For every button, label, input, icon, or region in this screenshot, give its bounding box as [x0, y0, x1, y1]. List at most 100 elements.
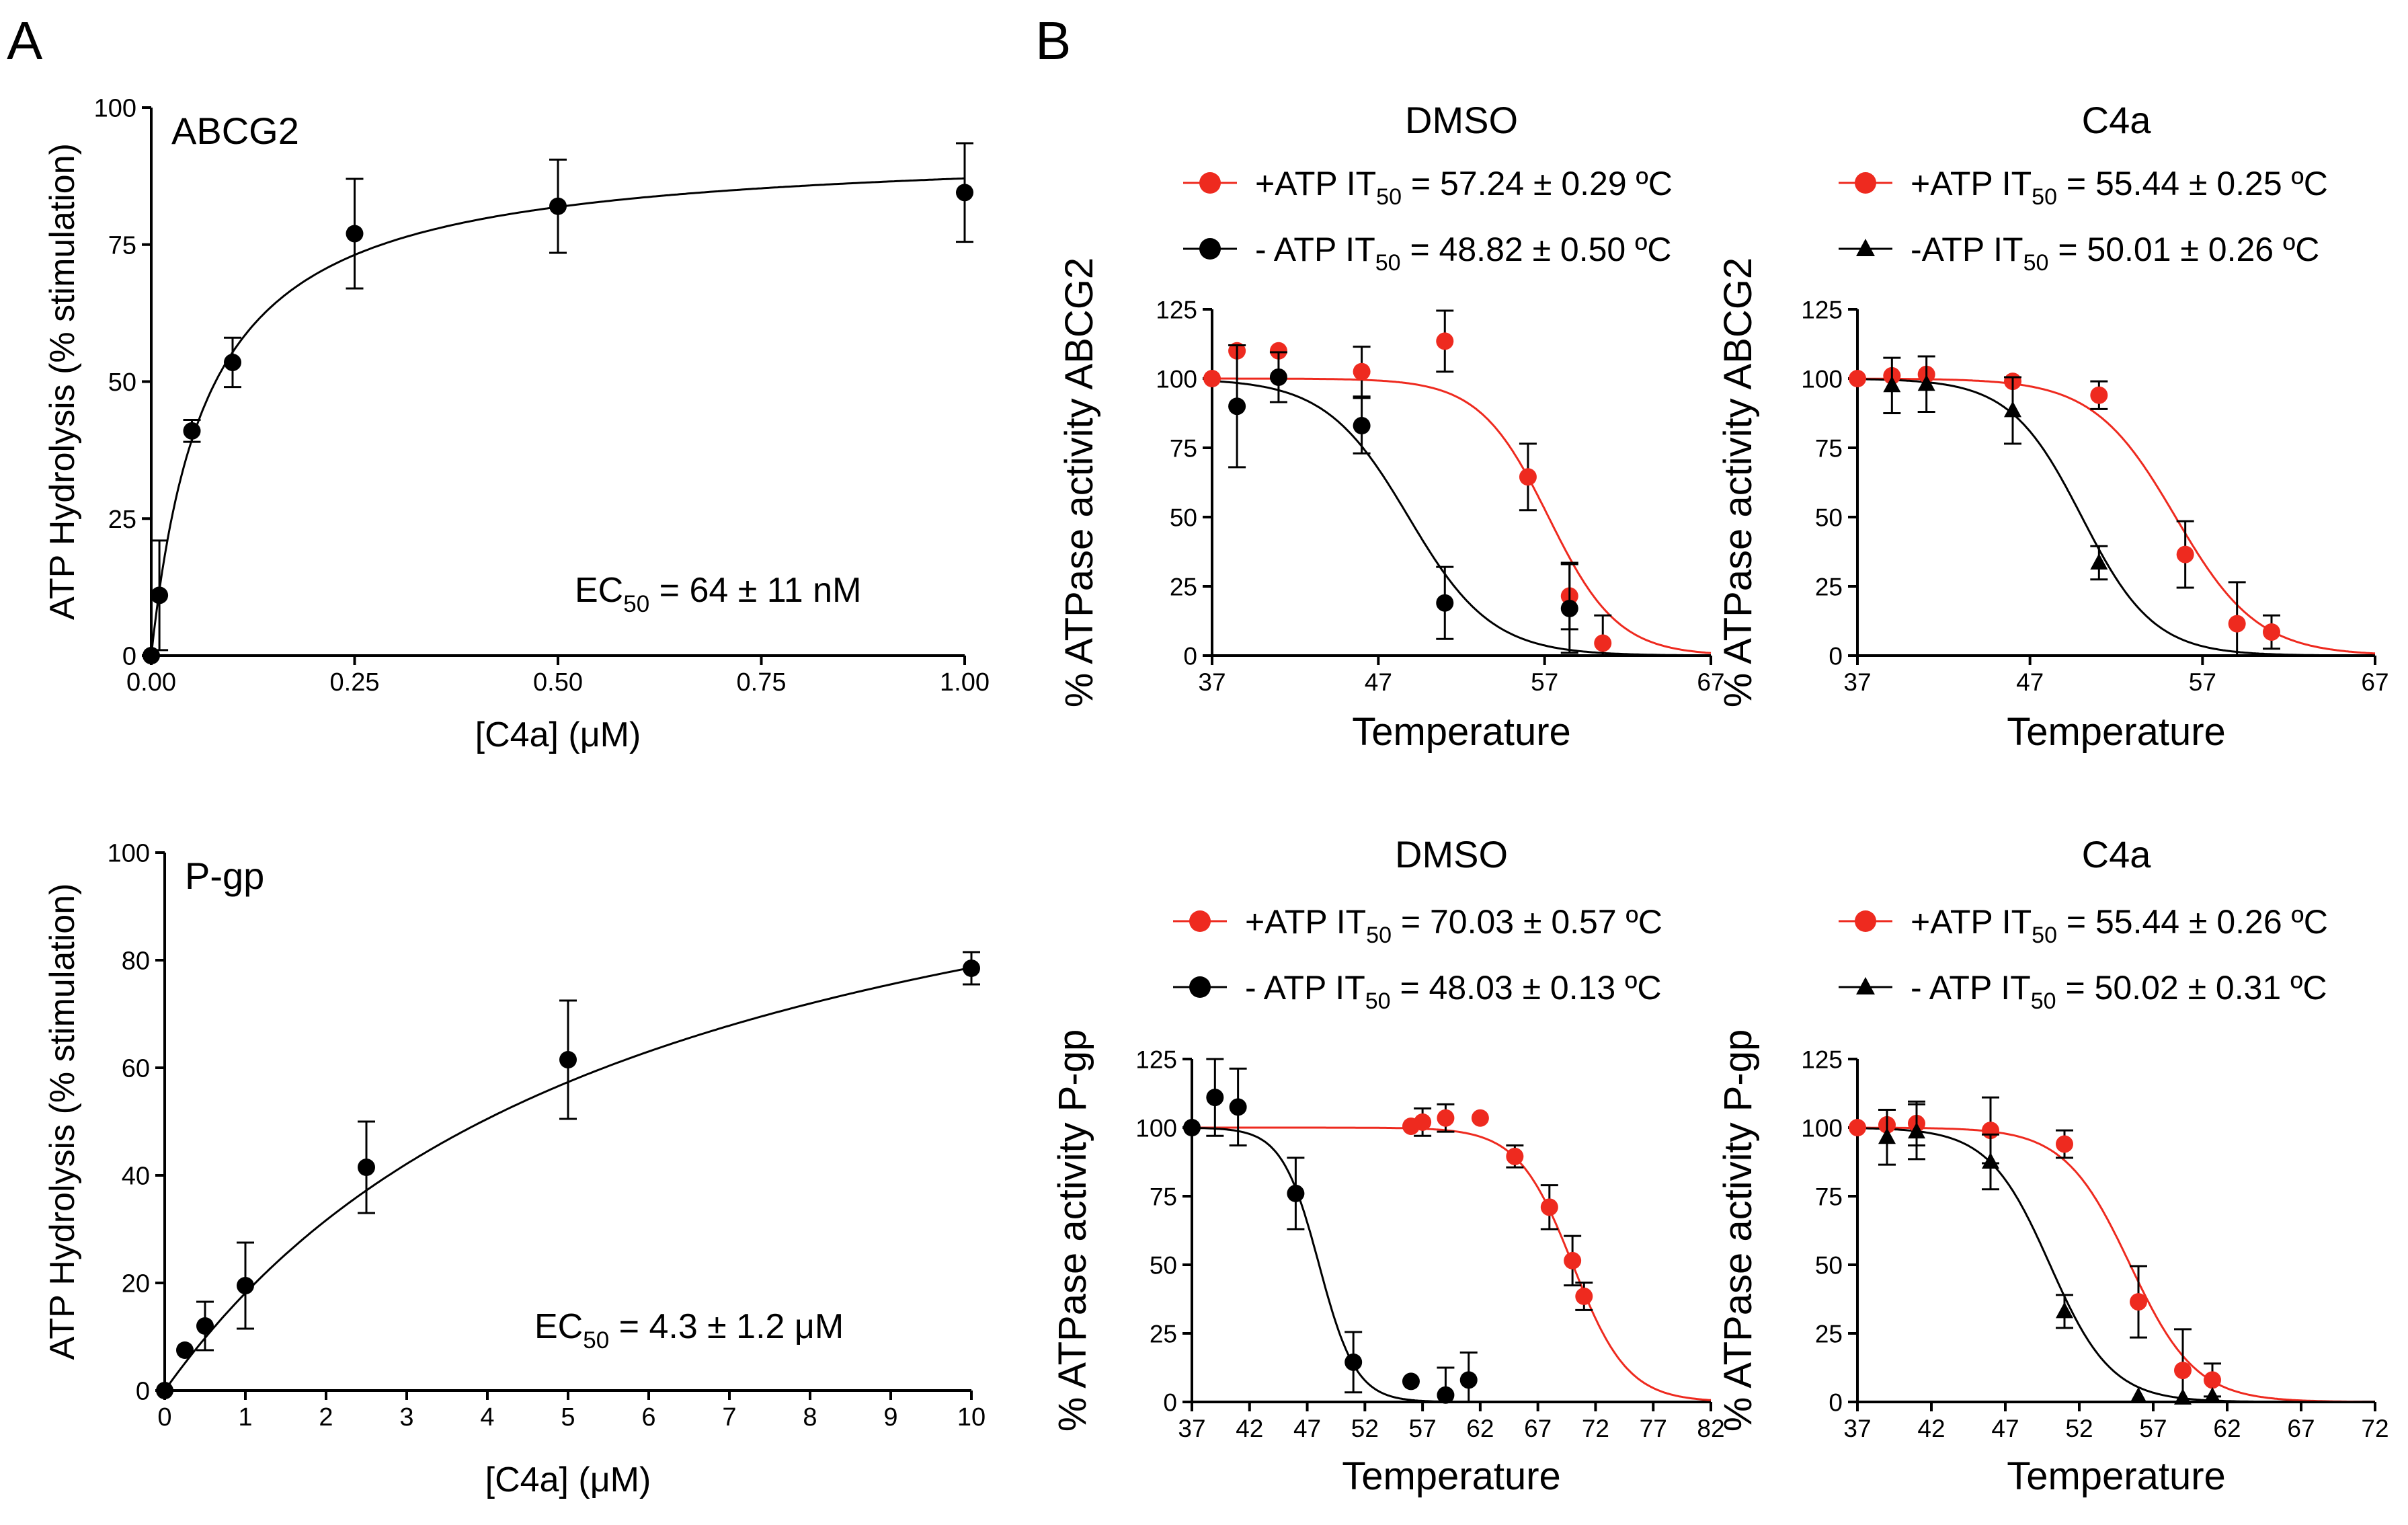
- x-tick-label: 0.75: [737, 668, 787, 697]
- y-tick-label: 100: [1135, 1114, 1177, 1142]
- legend-label: - ATP IT50 = 50.02 ± 0.31 ºC: [1911, 969, 2327, 1014]
- x-tick-label: 47: [2016, 668, 2044, 696]
- data-point-atp: [1229, 1098, 1247, 1116]
- y-tick-label: 25: [1815, 573, 1843, 600]
- y-tick-label: 75: [1150, 1183, 1177, 1210]
- y-tick-label: 0: [1829, 642, 1843, 670]
- data-point-atp: [2204, 1371, 2221, 1389]
- x-tick-label: 77: [1640, 1415, 1667, 1442]
- data-point-atp: [1402, 1372, 1420, 1391]
- data-point-atp: [1519, 468, 1537, 486]
- x-tick-label: 37: [1843, 1415, 1871, 1442]
- x-axis-label: Temperature: [1352, 710, 1571, 754]
- panel-label-a: A: [7, 11, 43, 71]
- data-point-atp: [1560, 599, 1578, 617]
- x-axis-label: Temperature: [1342, 1454, 1561, 1498]
- data-point-atp: [1269, 342, 1287, 360]
- y-axis-label: % ATPase activity P-gp: [1716, 1029, 1760, 1432]
- legend-entry-atp: -ATP IT50 = 50.01 ± 0.26 ºC: [1839, 231, 2319, 276]
- y-axis-label: ATP Hydrolysis (% stimulation): [43, 143, 82, 620]
- data-point-pgp: [358, 1159, 375, 1176]
- y-axis-label: ATP Hydrolysis (% stimulation): [43, 884, 82, 1360]
- fit-curve-atp: [1857, 1126, 2375, 1403]
- y-tick-label: 125: [1135, 1046, 1177, 1073]
- y-tick-label: 75: [108, 231, 136, 260]
- legend-entry-atp: - ATP IT50 = 48.03 ± 0.13 ºC: [1173, 969, 1661, 1014]
- data-point-abcg: [346, 225, 364, 243]
- fit-curve-atp: [1191, 1126, 1711, 1403]
- y-tick-label: 0: [1829, 1389, 1843, 1416]
- x-tick-label: 10: [957, 1403, 986, 1432]
- data-point-abcg: [143, 647, 160, 664]
- data-point-atp: [1540, 1198, 1558, 1216]
- y-tick-label: 80: [122, 947, 150, 976]
- y-tick-label: 50: [108, 368, 136, 397]
- chart-title: C4a: [2082, 833, 2152, 875]
- y-tick-label: 20: [122, 1270, 150, 1298]
- data-point-atp: [1908, 1122, 1925, 1139]
- data-point-atp: [1459, 1371, 1478, 1389]
- y-axis-label: % ATPase activity ABCG2: [1716, 258, 1760, 707]
- x-tick-label: 57: [1531, 668, 1558, 696]
- y-tick-label: 50: [1170, 504, 1197, 531]
- x-tick-label: 42: [1236, 1415, 1263, 1442]
- data-point-atp: [1506, 1147, 1524, 1165]
- y-tick-label: 0: [122, 643, 136, 671]
- y-tick-label: 125: [1156, 296, 1197, 323]
- data-point-pgp: [176, 1341, 194, 1359]
- x-tick-label: 1: [238, 1403, 252, 1432]
- fit-curve-atp: [1212, 377, 1712, 654]
- y-axis-label: % ATPase activity ABCG2: [1057, 258, 1101, 707]
- data-point-atp: [1269, 368, 1287, 386]
- chart-title: DMSO: [1395, 833, 1508, 875]
- chart-b4: 0 25 50 75 100 125 37 42 47 52 57 62 67 72 Temperature…: [1716, 833, 2389, 1498]
- data-point-atp: [1849, 370, 1866, 387]
- data-point-atp: [1353, 362, 1371, 381]
- x-axis-label: [C4a] (μM): [475, 715, 641, 754]
- x-axis-label: Temperature: [2007, 1454, 2226, 1498]
- legend-entry-atp: +ATP IT50 = 57.24 ± 0.29 ºC: [1183, 165, 1673, 210]
- legend-marker: [1199, 238, 1221, 260]
- data-point-atp: [1471, 1109, 1489, 1127]
- y-tick-label: 125: [1801, 1046, 1843, 1073]
- chart-a1: 0 25 50 75 100 0.00 0.25 0.50 0.75 1.00 [C4a] (μM)…: [43, 95, 990, 754]
- x-tick-label: 57: [1409, 1415, 1437, 1442]
- legend-label: - ATP IT50 = 48.03 ± 0.13 ºC: [1245, 969, 1661, 1014]
- x-tick-label: 2: [319, 1403, 333, 1432]
- x-tick-label: 0.00: [126, 668, 176, 697]
- panel-sublabel: ABCG2: [171, 110, 299, 152]
- x-tick-label: 62: [1466, 1415, 1494, 1442]
- panel-label-b: B: [1035, 11, 1071, 71]
- data-point-abcg: [151, 586, 169, 604]
- x-tick-label: 67: [2361, 668, 2389, 696]
- y-axis-label: % ATPase activity P-gp: [1051, 1029, 1094, 1432]
- y-tick-label: 125: [1801, 296, 1843, 323]
- data-point-atp: [2174, 1362, 2192, 1380]
- data-point-atp: [1183, 1119, 1201, 1136]
- panel-sublabel: P-gp: [185, 855, 264, 897]
- y-tick-label: 100: [108, 840, 150, 868]
- legend-label: -ATP IT50 = 50.01 ± 0.26 ºC: [1911, 231, 2319, 276]
- x-tick-label: 67: [1697, 668, 1724, 696]
- chart-b1: 0 25 50 75 100 125 37 47 57 67 Temperature % ATPase…: [1057, 99, 1725, 754]
- data-point-atp: [1982, 1152, 1999, 1169]
- data-point-atp: [1414, 1113, 1432, 1131]
- x-tick-label: 7: [722, 1403, 736, 1432]
- ec50-annotation: EC50 = 4.3 ± 1.2 μM: [534, 1307, 844, 1354]
- data-point-pgp: [156, 1382, 173, 1399]
- x-tick-label: 9: [883, 1403, 897, 1432]
- data-point-atp: [1437, 1109, 1455, 1127]
- y-tick-label: 50: [1815, 504, 1843, 531]
- y-tick-label: 100: [1801, 365, 1843, 393]
- fit-curve-atp: [1192, 1126, 1712, 1401]
- x-tick-label: 57: [2139, 1415, 2167, 1442]
- x-tick-label: 67: [1524, 1415, 1552, 1442]
- x-tick-label: 0.25: [330, 668, 380, 697]
- legend-marker: [1856, 239, 1875, 256]
- legend-marker: [1855, 910, 1876, 932]
- x-axis-label: Temperature: [2007, 710, 2226, 754]
- data-point-abcg: [183, 422, 201, 440]
- x-tick-label: 0.50: [533, 668, 583, 697]
- data-point-atp: [1287, 1184, 1305, 1202]
